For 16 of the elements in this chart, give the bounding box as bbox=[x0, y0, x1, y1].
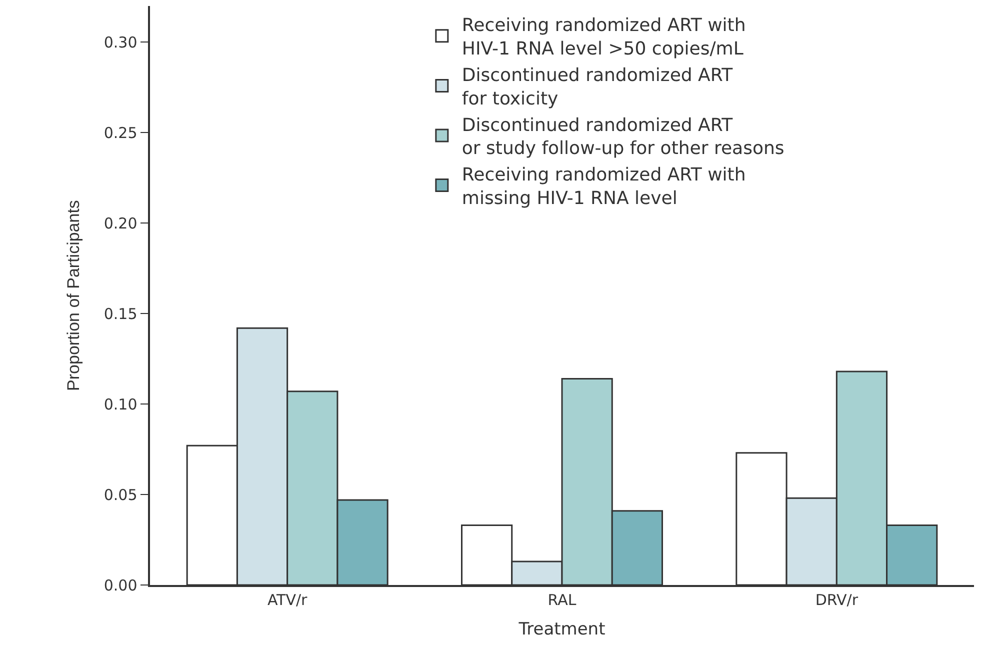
y-tick-label: 0.00 bbox=[104, 576, 138, 594]
legend-label: Discontinued randomized ART for toxicity bbox=[462, 65, 734, 110]
y-tick-label: 0.05 bbox=[104, 486, 138, 504]
legend-label: Receiving randomized ART with HIV-1 RNA level >50 copies/mL bbox=[462, 15, 746, 60]
y-tick-label: 0.20 bbox=[104, 214, 138, 232]
y-axis-title: Proportion of Participants bbox=[64, 200, 83, 391]
x-tick-label: DRV/r bbox=[815, 590, 859, 609]
y-tick-label: 0.15 bbox=[104, 304, 138, 323]
x-tick-label: ATV/r bbox=[267, 590, 308, 609]
x-tick-label: RAL bbox=[548, 590, 577, 609]
legend-label: Receiving randomized ART with missing HIV-1 RNA level bbox=[462, 164, 746, 210]
y-tick-label: 0.30 bbox=[104, 33, 138, 52]
y-tick-label: 0.10 bbox=[104, 395, 138, 414]
y-tick-label: 0.25 bbox=[104, 124, 138, 142]
legend-label: Discontinued randomized ART or study follow-up for other reasons bbox=[462, 114, 784, 160]
x-axis-title: Treatment bbox=[518, 620, 606, 640]
